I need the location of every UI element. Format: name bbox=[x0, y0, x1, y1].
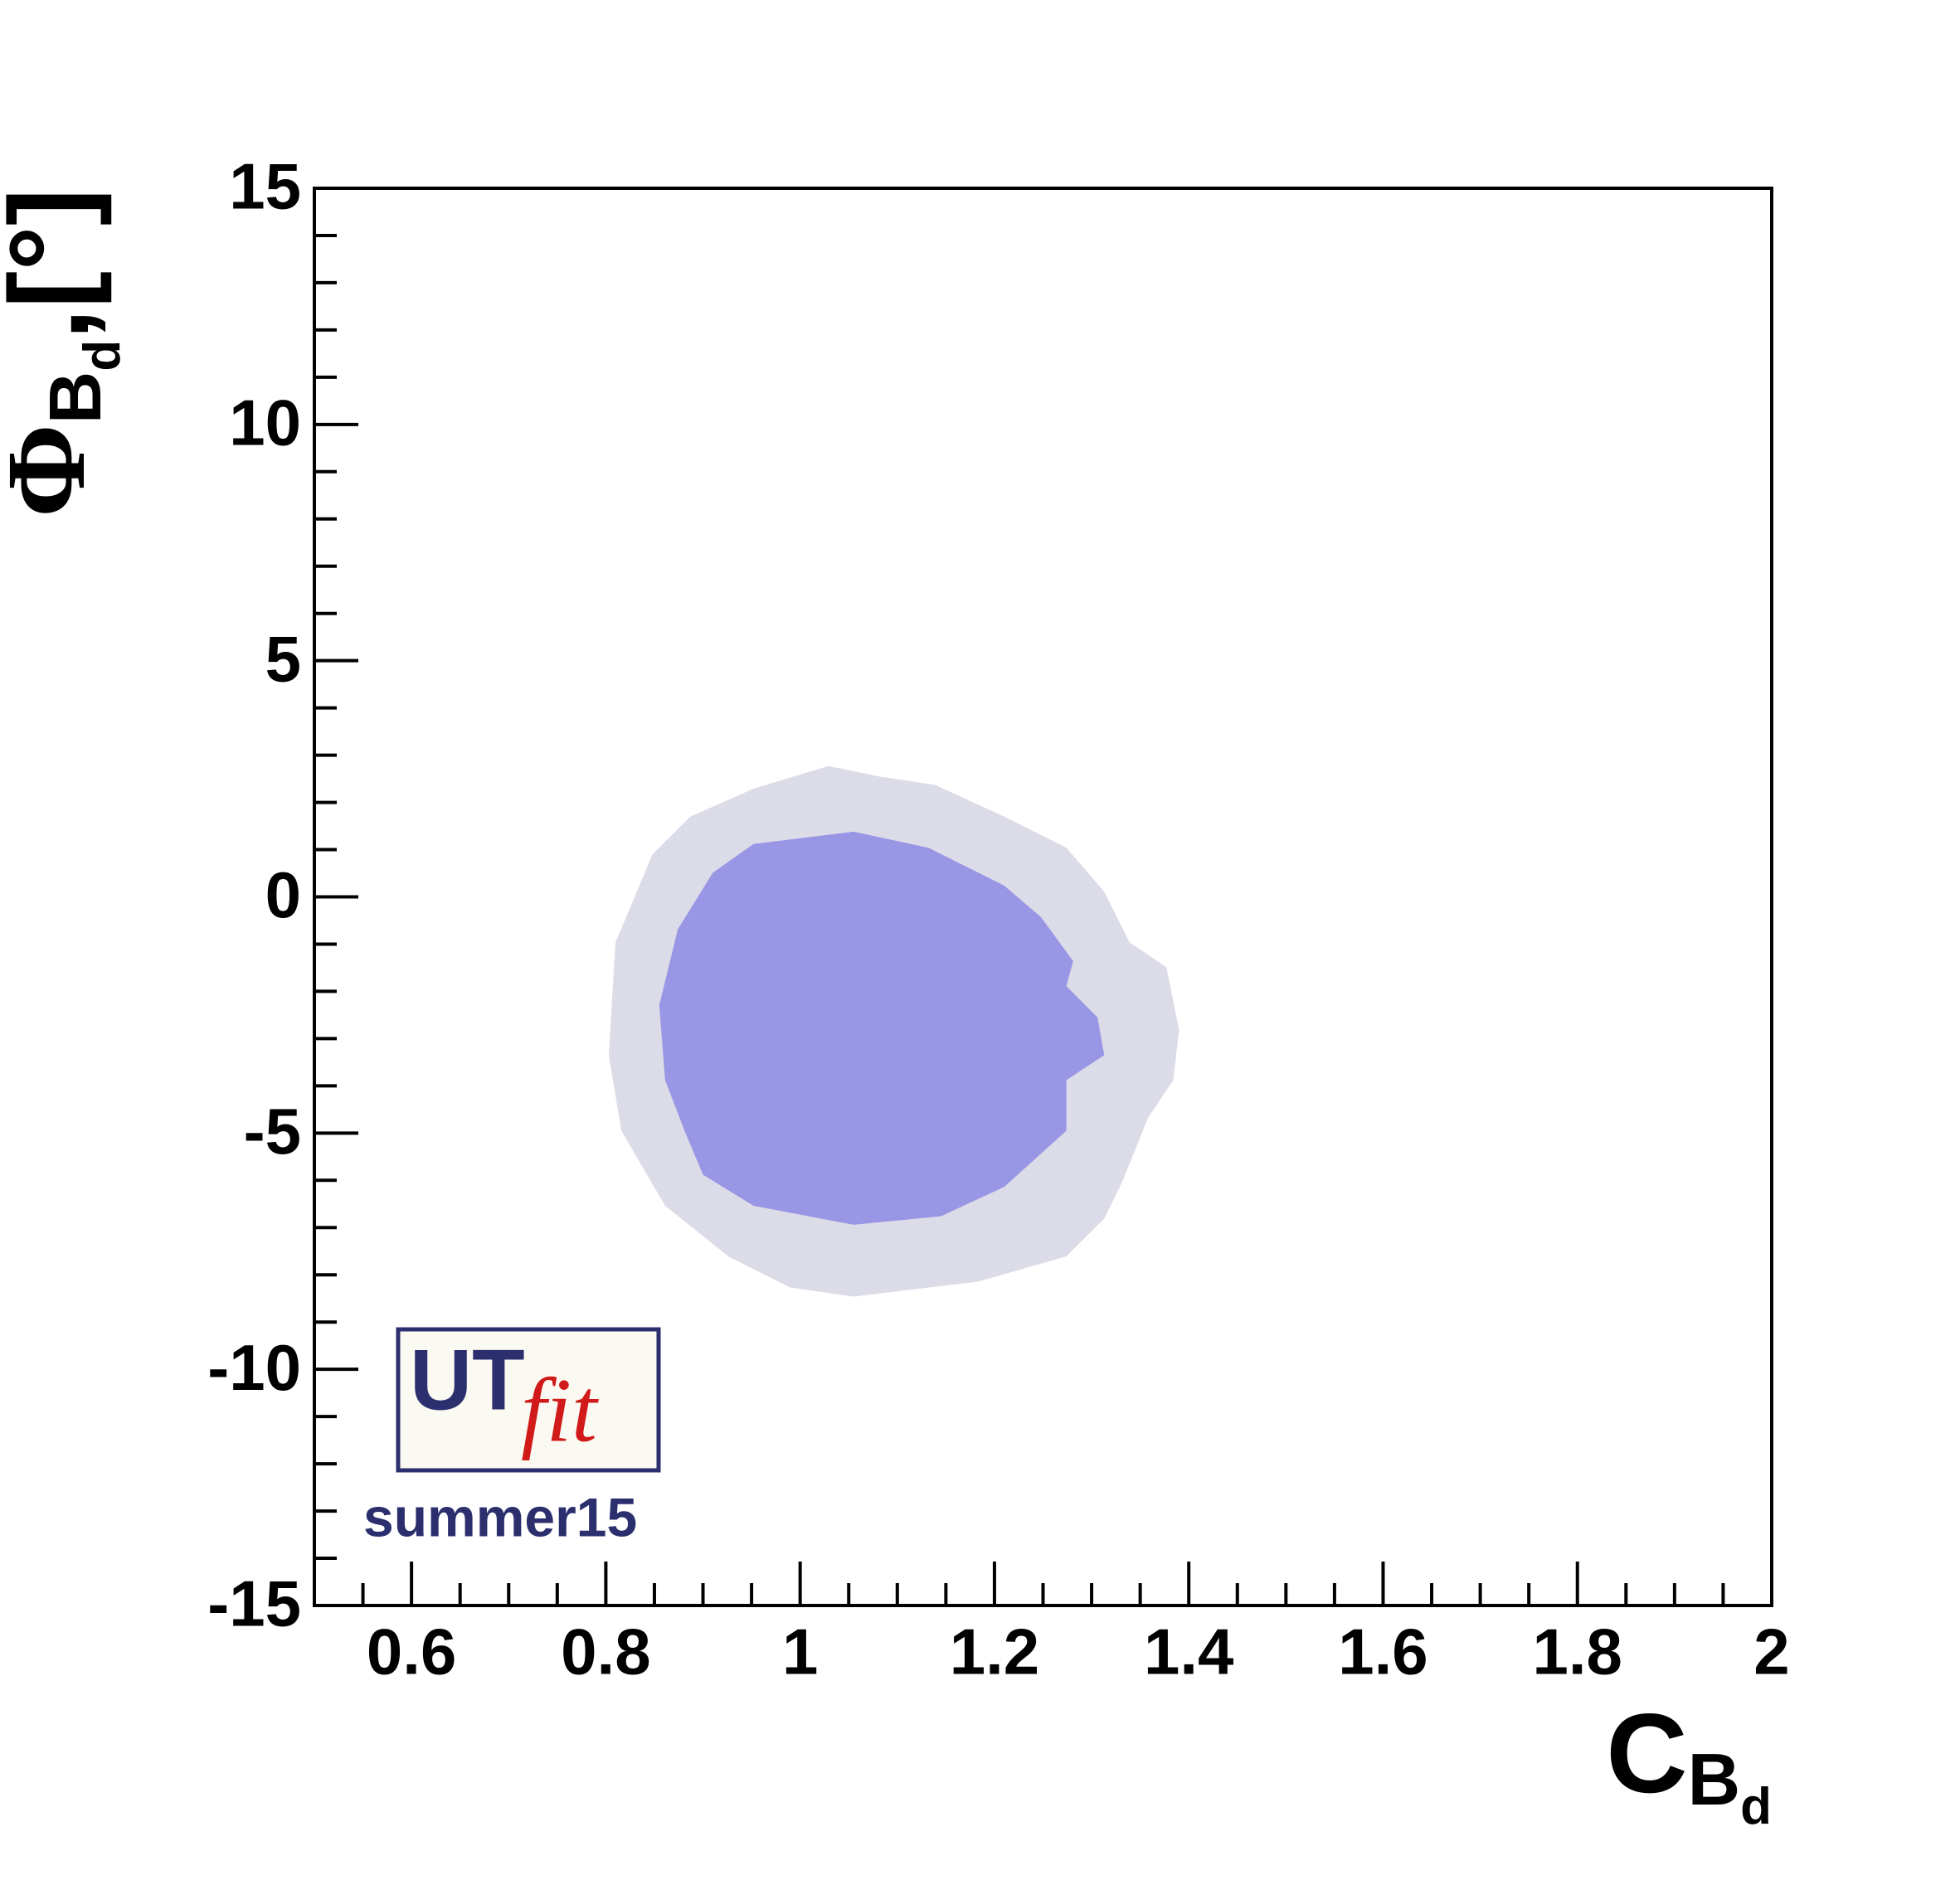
y-label-main: Φ bbox=[0, 424, 109, 517]
y-tick-label: -15 bbox=[207, 1567, 301, 1640]
x-tick-label: 1 bbox=[782, 1615, 818, 1688]
y-tick-label: -5 bbox=[244, 1095, 301, 1168]
y-tick-label: 15 bbox=[229, 150, 301, 223]
y-tick-label: 5 bbox=[265, 622, 301, 695]
logo-caption: summer15 bbox=[363, 1486, 637, 1547]
y-tick-label: 0 bbox=[265, 858, 301, 931]
x-tick-label: 1.8 bbox=[1533, 1615, 1622, 1688]
x-label-subsub: d bbox=[1740, 1778, 1772, 1835]
x-tick-label: 1.2 bbox=[950, 1615, 1039, 1688]
x-tick-label: 0.8 bbox=[561, 1615, 650, 1688]
x-tick-label: 0.6 bbox=[367, 1615, 456, 1688]
x-tick-label: 1.6 bbox=[1338, 1615, 1427, 1688]
logo-script: fit bbox=[521, 1359, 599, 1460]
y-label-sub: B bbox=[34, 372, 116, 425]
y-label-subsub: d bbox=[74, 340, 131, 372]
logo-box bbox=[396, 1327, 661, 1473]
x-axis-label: CBd bbox=[1606, 1690, 1772, 1835]
x-tick-label: 2 bbox=[1753, 1615, 1789, 1688]
y-axis-label: ΦBd,[°] bbox=[0, 188, 131, 517]
probability-region bbox=[659, 831, 1105, 1225]
x-label-main: C bbox=[1606, 1690, 1687, 1816]
regions bbox=[608, 765, 1179, 1297]
y-tick-label: 10 bbox=[229, 386, 301, 459]
logo-main: UT bbox=[410, 1332, 525, 1428]
x-label-sub: B bbox=[1688, 1738, 1741, 1820]
y-tick-label: -10 bbox=[207, 1331, 301, 1404]
x-tick-label: 1.4 bbox=[1144, 1615, 1233, 1688]
y-label-unit: ,[°] bbox=[0, 188, 112, 340]
logo: UT fit summer15 bbox=[363, 1327, 661, 1547]
